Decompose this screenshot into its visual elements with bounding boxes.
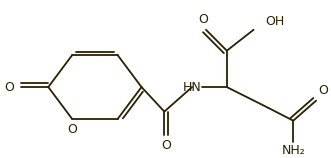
Text: O: O — [318, 84, 328, 97]
Text: O: O — [162, 139, 171, 152]
Text: O: O — [67, 123, 77, 136]
Text: O: O — [198, 13, 208, 26]
Text: OH: OH — [265, 15, 285, 28]
Text: O: O — [5, 81, 15, 94]
Text: HN: HN — [183, 81, 202, 94]
Text: NH₂: NH₂ — [281, 144, 305, 157]
